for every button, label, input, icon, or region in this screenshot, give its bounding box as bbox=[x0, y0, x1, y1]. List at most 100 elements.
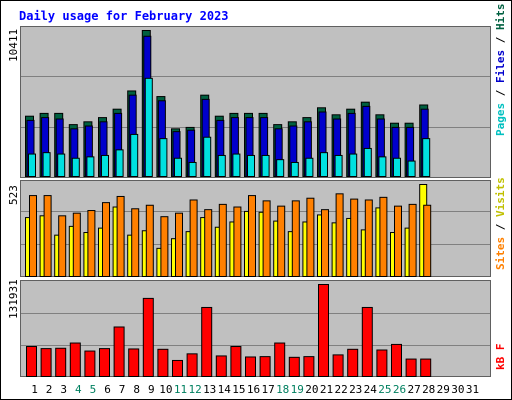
bar-kbytes bbox=[288, 356, 300, 377]
bar-sites bbox=[335, 193, 344, 277]
bar-kbytes bbox=[361, 306, 373, 377]
bar-pages bbox=[144, 77, 153, 177]
bar-pages bbox=[130, 133, 139, 177]
x-tick-label: 3 bbox=[60, 383, 67, 396]
bar-sites bbox=[29, 195, 37, 277]
label-sep: / bbox=[494, 217, 507, 237]
bar-sites bbox=[145, 204, 154, 277]
x-tick-label: 28 bbox=[422, 383, 435, 396]
bar-kbytes bbox=[201, 306, 213, 377]
bar-pages bbox=[407, 160, 416, 177]
bar-sites bbox=[277, 205, 286, 278]
x-tick-label: 17 bbox=[261, 383, 274, 396]
x-tick-label: 27 bbox=[407, 383, 420, 396]
bar-sites bbox=[262, 200, 271, 277]
bar-kbytes bbox=[128, 348, 140, 377]
x-tick-label: 5 bbox=[90, 383, 97, 396]
bar-kbytes bbox=[259, 356, 271, 378]
label-visits: Visits bbox=[494, 177, 507, 217]
bar-kbytes bbox=[332, 354, 344, 377]
bar-pages bbox=[159, 138, 168, 177]
x-tick-label: 29 bbox=[437, 383, 450, 396]
bar-sites bbox=[248, 195, 256, 277]
label-hits: Hits bbox=[494, 4, 507, 31]
bar-pages bbox=[101, 154, 109, 177]
chart-title: Daily usage for February 2023 bbox=[19, 9, 229, 23]
bar-kbytes bbox=[376, 349, 388, 378]
x-tick-label: 11 bbox=[174, 383, 187, 396]
bar-sites bbox=[116, 195, 125, 277]
bar-pages bbox=[393, 157, 401, 178]
bar-pages bbox=[42, 152, 51, 178]
bar-kbytes bbox=[69, 342, 81, 377]
x-tick-label: 25 bbox=[378, 383, 391, 396]
bar-sites bbox=[204, 209, 213, 277]
bar-pages bbox=[422, 138, 431, 177]
bar-sites bbox=[394, 205, 402, 278]
bar-pages bbox=[174, 157, 182, 178]
bar-pages bbox=[276, 159, 285, 177]
bar-pages bbox=[334, 154, 343, 177]
x-tick-label: 6 bbox=[104, 383, 111, 396]
x-tick-label: 9 bbox=[148, 383, 155, 396]
x-tick-label: 21 bbox=[320, 383, 333, 396]
bar-kbytes bbox=[84, 350, 96, 377]
bar-sites bbox=[379, 196, 388, 277]
bar-kbytes bbox=[420, 358, 432, 378]
bar-sites bbox=[350, 198, 359, 278]
label-sep2: / bbox=[494, 30, 507, 50]
bar-kbytes bbox=[26, 346, 37, 377]
bar-sites bbox=[364, 199, 373, 277]
x-tick-label: 23 bbox=[349, 383, 362, 396]
bar-sites bbox=[291, 200, 300, 277]
x-tick-label: 13 bbox=[203, 383, 216, 396]
bar-pages bbox=[71, 157, 80, 178]
bar-kbytes bbox=[186, 353, 198, 378]
bar-pages bbox=[305, 157, 314, 178]
bar-sites bbox=[233, 206, 242, 277]
label-files: Files bbox=[494, 50, 507, 83]
label-sep1: / bbox=[494, 83, 507, 103]
x-tick-label: 15 bbox=[232, 383, 245, 396]
bar-pages bbox=[115, 149, 124, 177]
bar-kbytes bbox=[391, 343, 402, 378]
bar-sites bbox=[321, 209, 329, 277]
bar-pages bbox=[188, 161, 197, 177]
x-tick-label: 7 bbox=[119, 383, 126, 396]
bar-kbytes bbox=[55, 347, 67, 377]
x-tick-label: 12 bbox=[188, 383, 201, 396]
chart-bars bbox=[21, 30, 490, 378]
bar-pages bbox=[232, 153, 241, 177]
bar-pages bbox=[320, 152, 328, 178]
bar-sites bbox=[423, 204, 432, 277]
label-sites: Sites bbox=[494, 237, 507, 270]
x-tick-label: 26 bbox=[393, 383, 406, 396]
bar-kbytes bbox=[318, 284, 329, 377]
bar-kbytes bbox=[40, 348, 52, 377]
x-tick-label: 24 bbox=[364, 383, 378, 396]
right-label-kbytes: kB F bbox=[494, 344, 507, 371]
bar-kbytes bbox=[215, 355, 227, 378]
bar-kbytes bbox=[230, 346, 242, 377]
ymax-label-hits: 10411 bbox=[7, 29, 20, 62]
x-tick-label: 30 bbox=[451, 383, 464, 396]
bar-sites bbox=[306, 197, 315, 277]
bar-pages bbox=[217, 154, 226, 177]
x-tick-label: 4 bbox=[75, 383, 82, 396]
bar-sites bbox=[87, 210, 96, 278]
bar-pages bbox=[28, 153, 36, 177]
bar-kbytes bbox=[347, 348, 359, 377]
bar-sites bbox=[58, 215, 67, 277]
x-tick-label: 31 bbox=[466, 383, 479, 396]
x-tick-label: 10 bbox=[159, 383, 172, 396]
label-pages: Pages bbox=[494, 103, 507, 136]
bar-kbytes bbox=[142, 297, 154, 377]
right-label-visits-sites: Sites / Visits bbox=[494, 177, 507, 270]
x-tick-label: 8 bbox=[133, 383, 140, 396]
bar-pages bbox=[57, 153, 66, 177]
bar-pages bbox=[203, 136, 212, 177]
bar-pages bbox=[261, 154, 270, 177]
x-tick-label: 18 bbox=[276, 383, 289, 396]
bar-pages bbox=[86, 156, 95, 177]
